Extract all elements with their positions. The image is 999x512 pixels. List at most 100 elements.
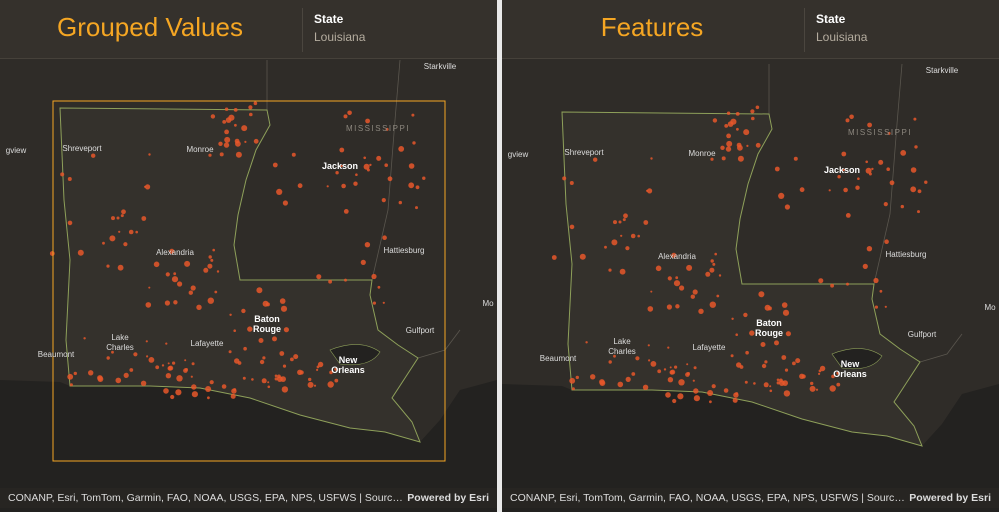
place-label-line: Shreveport — [62, 144, 102, 153]
feature-point — [579, 253, 586, 260]
feature-point — [408, 182, 415, 189]
gulf-water — [502, 384, 999, 512]
feature-point — [328, 279, 332, 284]
feature-point — [793, 156, 798, 161]
feature-point — [223, 142, 230, 148]
feature-point — [569, 377, 576, 384]
separator — [804, 8, 805, 52]
feature-point — [145, 184, 151, 190]
feature-point — [248, 105, 253, 110]
place-label: gview — [6, 146, 27, 155]
feature-point — [755, 142, 761, 148]
feature-point — [693, 388, 699, 394]
feature-point — [795, 358, 801, 364]
feature-point — [743, 312, 748, 318]
feature-point — [237, 361, 242, 365]
feature-point — [673, 280, 681, 287]
feature-point — [276, 188, 283, 195]
field-label: State — [816, 12, 846, 26]
feature-point — [377, 285, 381, 289]
feature-point — [360, 259, 366, 265]
feature-point — [339, 147, 345, 153]
feature-point — [190, 285, 196, 291]
place-label: Lake Charles — [608, 337, 636, 356]
feature-point — [291, 152, 296, 157]
attribution: CONANP, Esri, TomTom, Garmin, FAO, NOAA,… — [8, 492, 408, 504]
place-label: Shreveport — [564, 148, 604, 157]
place-label-line: Rouge — [253, 324, 281, 334]
feature-point — [69, 383, 73, 387]
field-value: Louisiana — [816, 30, 868, 44]
feature-point — [184, 260, 191, 267]
feature-point — [749, 330, 755, 336]
feature-point — [779, 378, 783, 383]
feature-point — [247, 326, 253, 332]
place-label: MISSISSIPPI — [848, 128, 912, 137]
feature-point — [613, 354, 616, 358]
feature-point — [784, 368, 789, 372]
feature-point — [118, 230, 121, 233]
place-label-line: MISSISSIPPI — [848, 128, 912, 137]
feature-point — [233, 329, 236, 333]
feature-point — [123, 372, 129, 378]
feature-point — [887, 131, 891, 135]
feature-point — [617, 381, 624, 388]
feature-point — [231, 388, 237, 394]
feature-point — [883, 202, 888, 207]
feature-point — [818, 372, 821, 375]
feature-point — [203, 267, 209, 273]
feature-point — [207, 297, 214, 304]
feature-point — [910, 186, 917, 193]
feature-point — [620, 234, 623, 237]
lake-pontchartrain — [329, 344, 381, 366]
feature-point — [924, 180, 928, 184]
feature-point — [191, 384, 197, 390]
place-label: Lafayette — [693, 343, 726, 352]
feature-point — [647, 344, 650, 347]
feature-point — [272, 162, 278, 168]
powered-by: Powered by Esri — [909, 492, 991, 504]
feature-point — [590, 374, 596, 380]
feature-point — [819, 365, 826, 372]
feature-point — [718, 274, 722, 277]
feature-point — [886, 167, 890, 171]
feature-point — [153, 261, 160, 268]
feature-point — [608, 360, 612, 364]
feature-point — [873, 277, 879, 284]
feature-point — [829, 385, 836, 392]
feature-point — [585, 341, 588, 344]
feature-point — [341, 183, 346, 189]
feature-point — [669, 370, 675, 375]
feature-point — [643, 220, 649, 225]
selection-extent — [52, 100, 446, 462]
feature-point — [184, 368, 188, 372]
feature-point — [910, 167, 917, 173]
feature-point — [799, 187, 805, 193]
feature-point — [241, 308, 246, 314]
place-label-line: Alexandria — [156, 248, 194, 257]
place-label-line: Starkville — [424, 62, 457, 71]
feature-point — [172, 361, 176, 365]
feature-point — [714, 252, 717, 256]
place-label-line: Rouge — [755, 328, 783, 338]
feature-point — [382, 301, 385, 304]
feature-point — [133, 352, 138, 357]
place-label-line: Baton — [756, 318, 782, 328]
feature-point — [355, 173, 358, 176]
feature-point — [222, 120, 227, 124]
feature-point — [849, 114, 854, 120]
feature-point — [91, 153, 96, 158]
feature-point — [283, 327, 289, 333]
feature-point — [618, 220, 622, 224]
feature-point — [422, 176, 426, 180]
feature-point — [750, 109, 755, 114]
feature-point — [693, 395, 700, 402]
feature-point — [221, 384, 227, 389]
feature-point — [625, 376, 631, 382]
feature-point — [173, 272, 177, 276]
feature-point — [758, 291, 765, 298]
place-label: gview — [508, 150, 529, 159]
feature-point — [711, 384, 716, 389]
feature-point — [726, 133, 731, 139]
